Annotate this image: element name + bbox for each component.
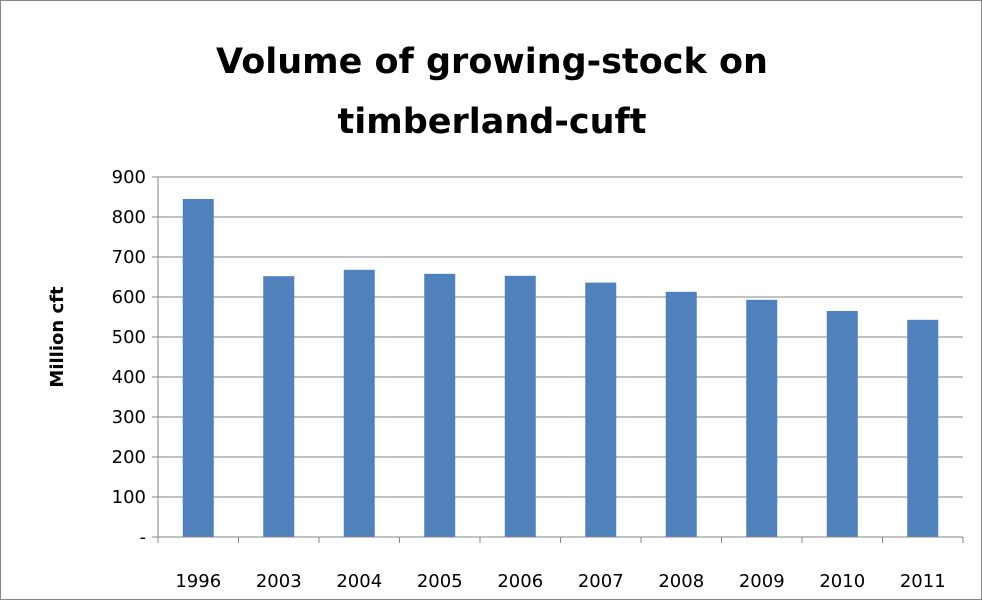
x-tick-label: 2004 (336, 571, 382, 592)
y-tick-label: 700 (112, 247, 146, 268)
y-tick-label: - (140, 527, 147, 548)
x-tick-label: 2011 (900, 571, 946, 592)
x-tick-labels: 1996 2003 2004 2005 2006 2007 2008 2009 2010 2011 (175, 571, 945, 592)
axes (152, 176, 964, 543)
bar-2010 (826, 311, 858, 537)
y-tick-label: 400 (112, 367, 146, 388)
y-tick-labels: - 100 200 300 400 500 600 700 800 900 (112, 167, 146, 548)
x-tick-label: 2007 (578, 571, 624, 592)
x-tick-label: 2010 (819, 571, 865, 592)
bar-2005 (424, 273, 456, 537)
x-tick-label: 2003 (256, 571, 302, 592)
x-tick-label: 2009 (739, 571, 785, 592)
bar-2008 (665, 291, 697, 537)
x-tick-label: 2006 (497, 571, 543, 592)
y-axis-title: Million cft (47, 286, 68, 388)
bar-2009 (746, 299, 778, 537)
y-tick-label: 500 (112, 327, 146, 348)
y-tick-label: 300 (112, 407, 146, 428)
bar-2007 (585, 282, 617, 537)
bar-1996 (182, 199, 214, 537)
y-tick-label: 800 (112, 207, 146, 228)
chart-title-line-1: Volume of growing-stock on (216, 42, 768, 82)
x-tick-label: 2005 (417, 571, 463, 592)
y-tick-label: 100 (112, 487, 146, 508)
x-tick-label: 1996 (175, 571, 221, 592)
chart-title-line-2: timberland-cuft (338, 102, 647, 142)
chart-title: Volume of growing-stock on timberland-cu… (216, 42, 768, 142)
bar-2004 (343, 269, 375, 537)
bar-2011 (907, 319, 939, 537)
bar-2003 (263, 276, 295, 537)
bar-2006 (504, 275, 536, 537)
x-tick-label: 2008 (658, 571, 704, 592)
y-tick-label: 200 (112, 447, 146, 468)
y-tick-label: 600 (112, 287, 146, 308)
bars (182, 199, 939, 537)
y-tick-label: 900 (112, 167, 146, 188)
